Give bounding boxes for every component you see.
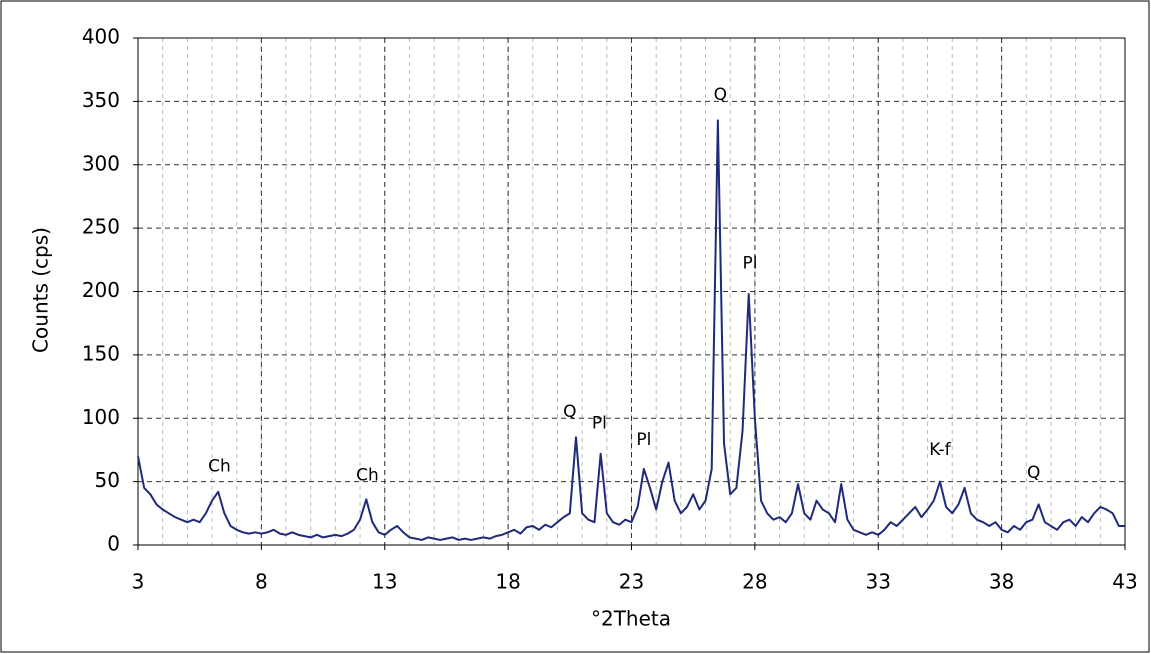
y-tick-label: 200 — [82, 278, 120, 302]
x-tick-label: 33 — [866, 570, 891, 594]
annotation: K-f — [929, 440, 951, 460]
x-tick-label: 28 — [742, 570, 767, 594]
x-tick-label: 23 — [619, 570, 644, 594]
annotation: Q — [714, 85, 727, 105]
data-line — [137, 119, 1125, 541]
y-tick-label: 350 — [82, 88, 120, 112]
annotation: Pl — [592, 413, 607, 433]
y-tick-label: 50 — [95, 468, 120, 492]
x-tick-label: 13 — [372, 570, 397, 594]
annotation: Ch — [208, 456, 231, 476]
y-tick-label: 400 — [82, 25, 120, 49]
y-tick-label: 100 — [82, 405, 120, 429]
annotation: Pl — [742, 254, 757, 274]
annotation: Ch — [356, 465, 379, 485]
y-tick-label: 300 — [82, 151, 120, 175]
annotation: Q — [563, 402, 576, 422]
x-tick-label: 38 — [989, 570, 1014, 594]
annotation: Q — [1027, 463, 1040, 483]
plot-area — [137, 37, 1126, 546]
x-axis-label: °2Theta — [591, 607, 671, 631]
y-tick-label: 250 — [82, 215, 120, 239]
x-tick-label: 18 — [495, 570, 520, 594]
y-tick-label: 0 — [107, 532, 120, 556]
x-tick-label: 43 — [1112, 570, 1137, 594]
y-tick-label: 150 — [82, 341, 120, 365]
x-tick-label: 8 — [255, 570, 268, 594]
x-tick-label: 3 — [132, 570, 145, 594]
annotation: Pl — [636, 430, 651, 450]
y-axis-label: Counts (cps) — [29, 227, 53, 353]
